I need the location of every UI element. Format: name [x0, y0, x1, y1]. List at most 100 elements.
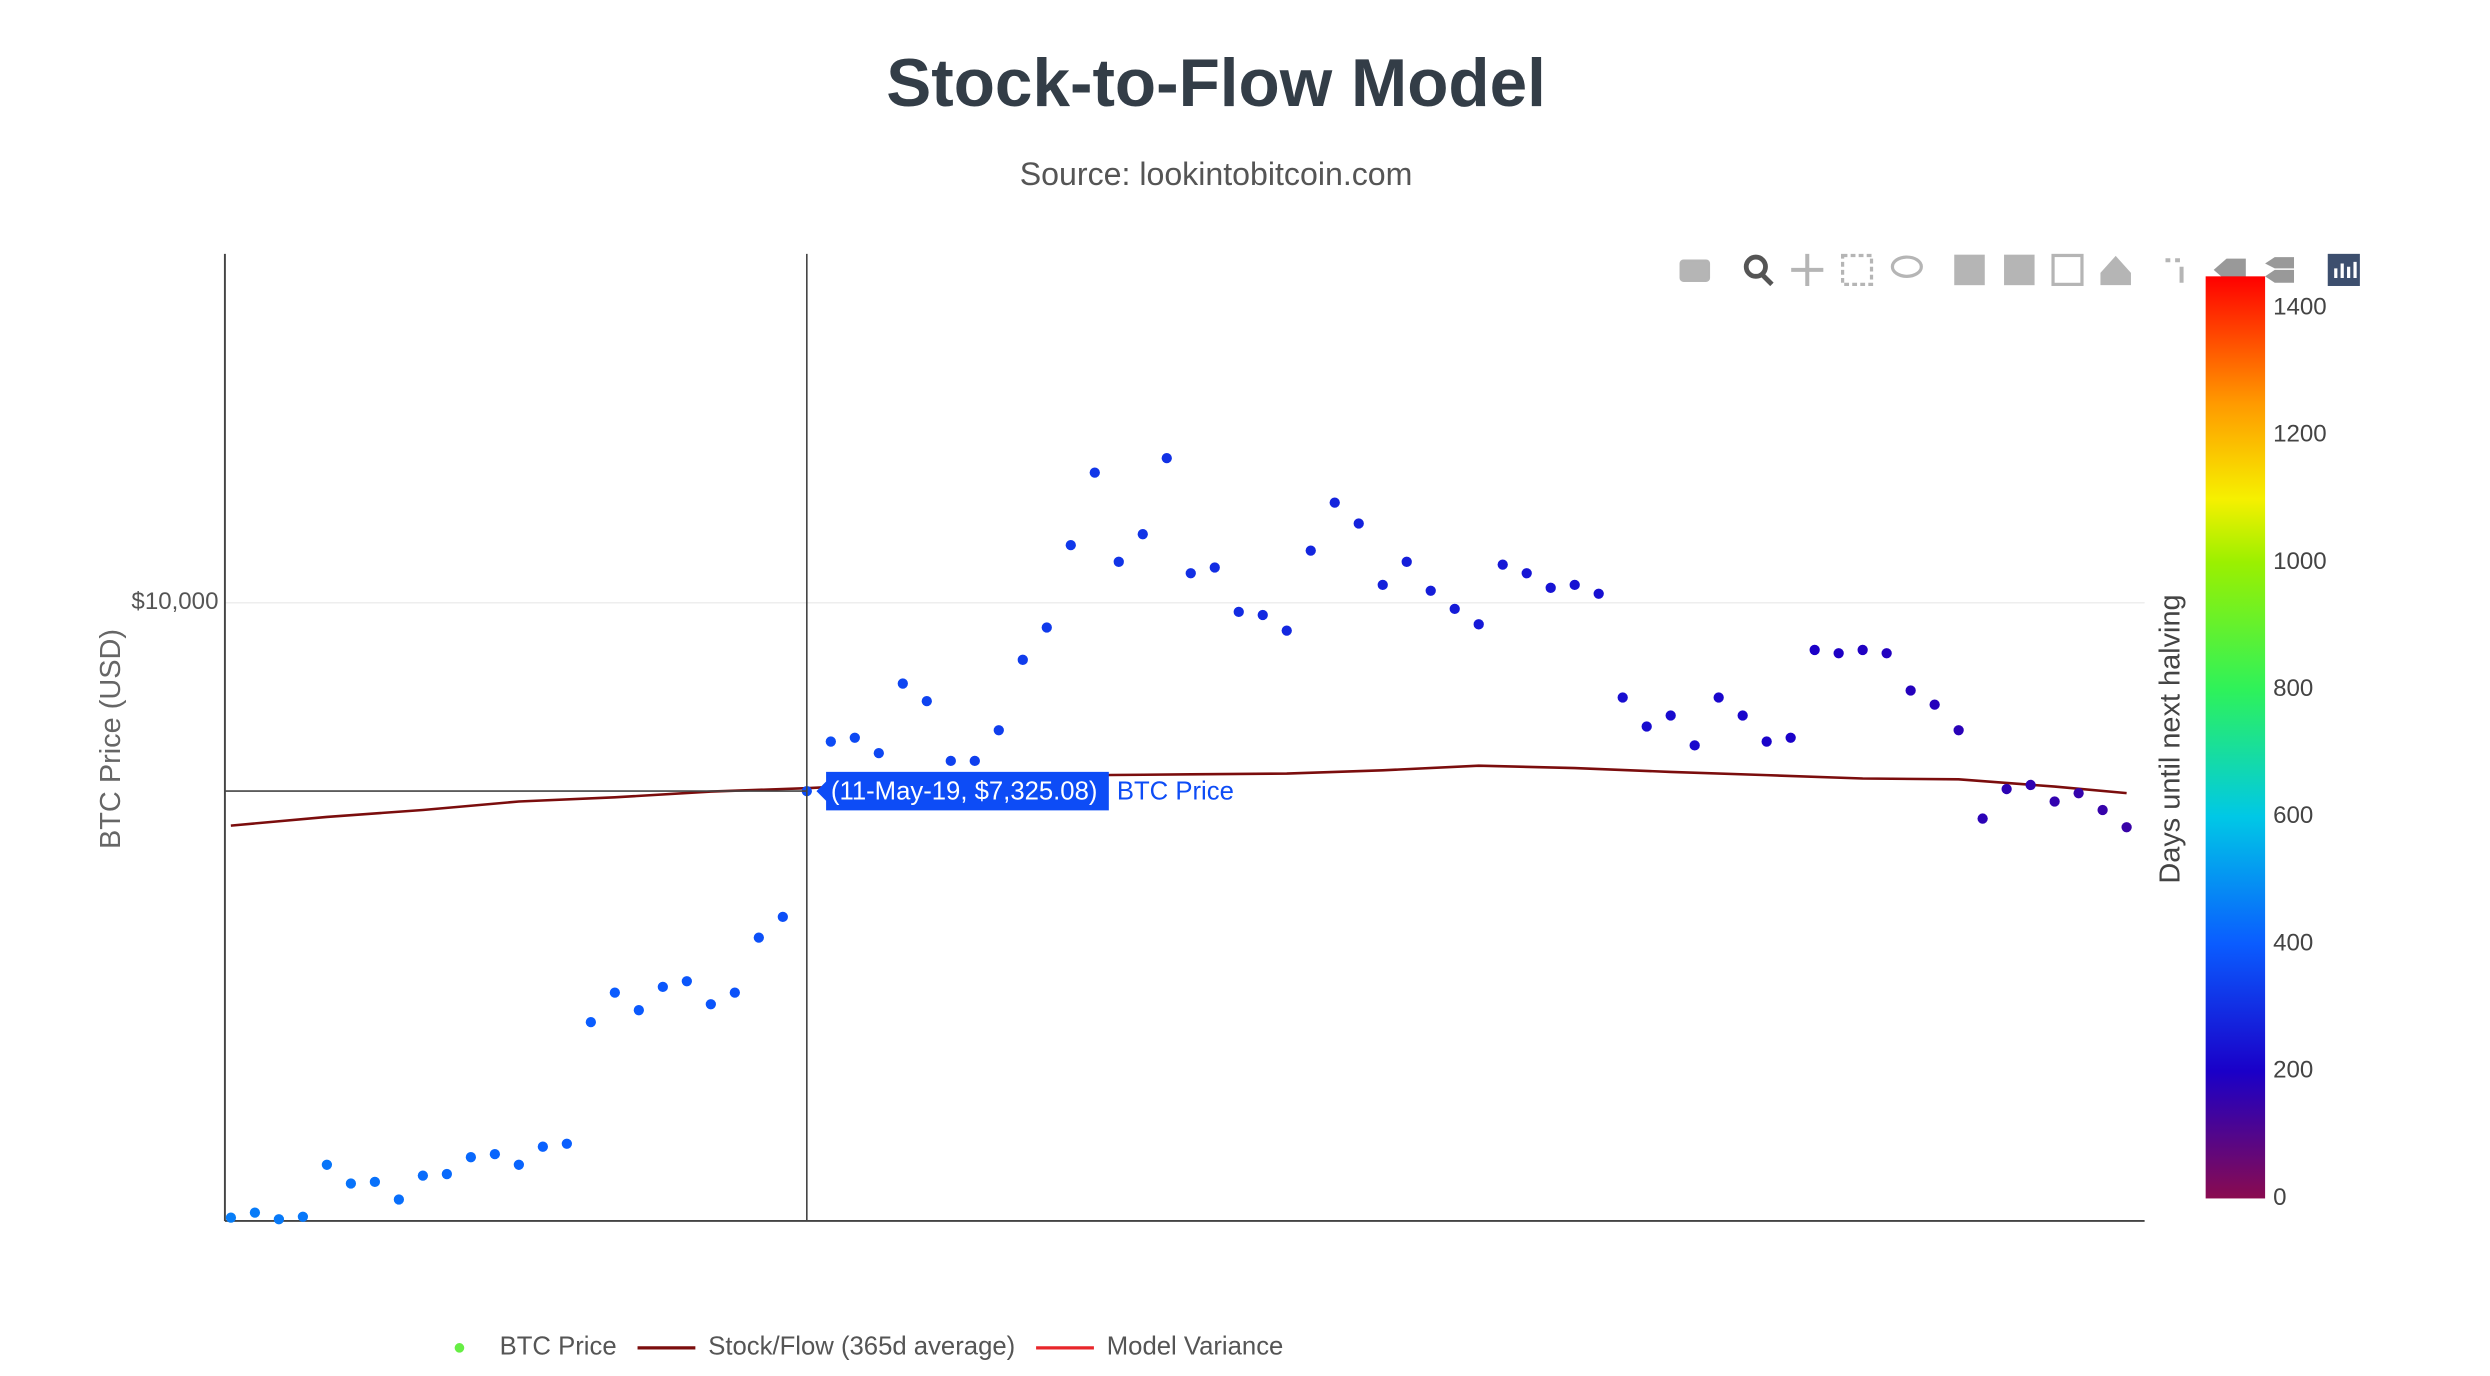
hover-text: (11-May-19, $7,325.08): [831, 777, 1098, 805]
scatter-point: [1497, 559, 1508, 570]
scatter-point: [1953, 725, 1964, 736]
lasso-icon[interactable]: [1890, 255, 1923, 278]
scatter-point: [1449, 603, 1460, 614]
colorbar-tick-label: 400: [2273, 929, 2313, 956]
scatter-point: [1209, 562, 1220, 573]
scatter-point: [1401, 556, 1412, 567]
colorbar-tick-label: 0: [2273, 1184, 2286, 1211]
scatter-point: [273, 1214, 285, 1225]
colorbar-tick-label: 800: [2273, 675, 2313, 702]
camera-icon[interactable]: [1679, 259, 1711, 282]
box-select-icon[interactable]: [1840, 253, 1874, 286]
scatter-point: [1929, 699, 1940, 710]
scatter-point: [1185, 568, 1196, 579]
hover-box: [816, 771, 1109, 811]
scatter-point: [609, 987, 620, 998]
scatter-point: [1737, 710, 1748, 721]
scatter-point: [585, 1017, 596, 1028]
scatter-point: [1833, 648, 1844, 659]
chart-subtitle: Source: lookintobitcoin.com: [1020, 156, 1413, 192]
scatter-point: [1713, 692, 1724, 703]
y-tick-label: $10,000: [131, 588, 218, 615]
scatter-point: [1161, 452, 1172, 464]
colorbar-tick-label: 1400: [2273, 294, 2327, 321]
scatter-point: [1305, 545, 1316, 556]
scatter-point: [705, 999, 716, 1010]
spike-icon[interactable]: [2165, 258, 2184, 283]
scatter-point: [2097, 804, 2108, 816]
scatter-point: [489, 1149, 501, 1160]
hover-compare-icon[interactable]: [2265, 257, 2295, 283]
scatter-point: [945, 755, 956, 767]
colorbar-tick-label: 200: [2273, 1057, 2313, 1084]
scatter-point: [681, 976, 692, 987]
colorbar-title: Days until next halving: [2155, 594, 2187, 883]
colorbar-tick-label: 1000: [2273, 548, 2327, 575]
zoom-out-icon[interactable]: [2004, 254, 2035, 286]
scatter-point: [993, 725, 1004, 736]
scatter-point: [1089, 467, 1100, 478]
scatter-point: [369, 1176, 381, 1188]
scatter-point: [1617, 692, 1628, 703]
scatter-point: [321, 1159, 333, 1170]
scatter-point: [225, 1212, 237, 1223]
scatter-point: [1041, 622, 1052, 633]
colorbar: [2205, 276, 2266, 1199]
scatter-point: [561, 1138, 572, 1149]
scatter-point: [1521, 568, 1532, 579]
pan-icon[interactable]: [1791, 253, 1824, 286]
scatter-point: [1905, 685, 1916, 696]
scatter-point: [1809, 644, 1820, 656]
scatter-point: [2025, 779, 2036, 791]
scatter-point: [1281, 625, 1292, 636]
scatter-point: [2049, 796, 2060, 807]
reset-icon[interactable]: [2100, 255, 2131, 286]
scatter-point: [393, 1194, 405, 1205]
line-series: [230, 764, 2127, 827]
plotly-logo-bars: [2334, 261, 2357, 278]
scatter-point: [1065, 539, 1076, 551]
scatter-point: [1377, 579, 1388, 591]
scatter-point: [1425, 585, 1436, 596]
hover-label: (11-May-19, $7,325.08) BTC Price: [816, 771, 1234, 811]
legend-marker: [454, 1343, 465, 1353]
plot-area: [225, 452, 2132, 1225]
scatter-point: [537, 1141, 548, 1152]
scatter-point: [441, 1168, 453, 1180]
autoscale-icon[interactable]: [2051, 253, 2084, 286]
scatter-point: [873, 747, 884, 759]
modebar[interactable]: [1679, 253, 2360, 287]
hover-closest-icon[interactable]: [2213, 258, 2246, 282]
hover-series-name: BTC Price: [1117, 777, 1234, 805]
scatter-point: [345, 1178, 357, 1189]
scatter-point: [897, 678, 908, 689]
scatter-point: [1353, 518, 1364, 529]
scatter-point: [1545, 582, 1556, 593]
scatter-point: [417, 1170, 429, 1181]
y-axis-label: BTC Price (USD): [95, 629, 127, 849]
scatter-point: [1857, 644, 1868, 656]
scatter-point: [297, 1211, 309, 1222]
scatter-point: [657, 981, 668, 993]
zoom-icon[interactable]: [1743, 254, 1768, 279]
scatter-point: [1329, 497, 1340, 508]
scatter-point: [1017, 654, 1028, 665]
scatter-point: [2121, 822, 2132, 833]
scatter-point: [1137, 529, 1148, 540]
scatter-point: [1785, 732, 1796, 743]
scatter-point: [633, 1005, 644, 1016]
scatter-point: [729, 987, 740, 998]
scatter-point: [2001, 783, 2012, 795]
colorbar-tick-label: 600: [2273, 802, 2313, 829]
scatter-point: [1665, 710, 1676, 721]
scatter-point: [2073, 788, 2084, 799]
scatter-point: [849, 732, 860, 743]
scatter-point: [465, 1152, 477, 1163]
zoom-in-icon[interactable]: [1954, 254, 1985, 286]
scatter-point: [1473, 619, 1484, 630]
scatter-point: [1257, 609, 1268, 621]
scatter-point: [513, 1159, 524, 1170]
scatter-point: [1977, 813, 1988, 824]
scatter-point: [1569, 579, 1580, 591]
